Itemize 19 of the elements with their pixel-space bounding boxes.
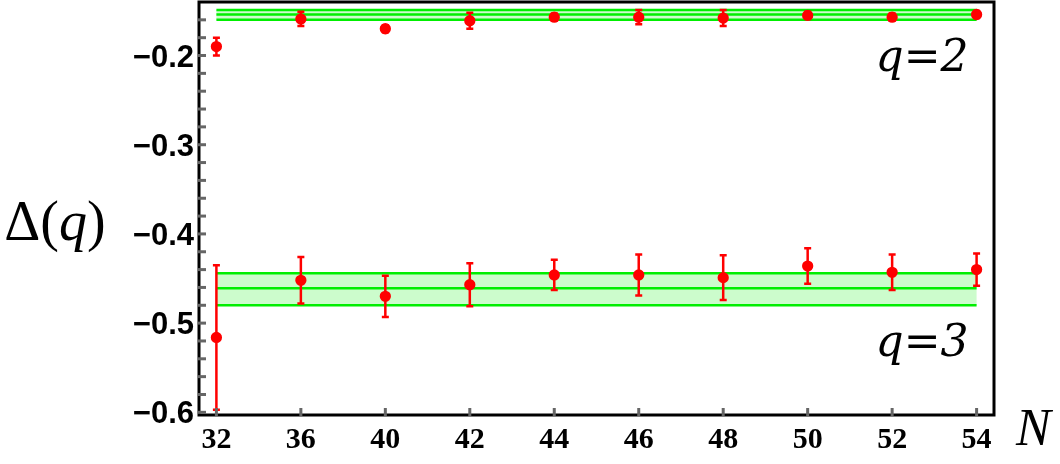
x-tick-label: 36 — [285, 421, 316, 454]
y-tick-label: −0.4 — [132, 217, 195, 253]
x-tick-label: 48 — [708, 421, 739, 454]
x-tick-label: 42 — [454, 421, 485, 454]
x-tick-label: 44 — [539, 421, 570, 454]
y-tick-label: −0.2 — [132, 38, 194, 74]
x-tick-label: 50 — [792, 421, 823, 454]
series-label: q=3 — [875, 315, 969, 367]
series-label: q=2 — [875, 29, 969, 81]
x-tick-label: 54 — [961, 421, 992, 454]
y-axis-title: Δ(q) — [4, 190, 106, 253]
y-tick-label: −0.6 — [132, 395, 194, 431]
y-tick-label: −0.5 — [132, 306, 194, 342]
y-tick-label: −0.3 — [132, 127, 194, 163]
x-tick-label: 52 — [877, 421, 908, 454]
x-tick-label: 32 — [201, 421, 232, 454]
x-tick-label: 46 — [623, 421, 654, 454]
x-axis-title: N — [1015, 399, 1054, 456]
x-tick-label: 40 — [370, 421, 401, 454]
